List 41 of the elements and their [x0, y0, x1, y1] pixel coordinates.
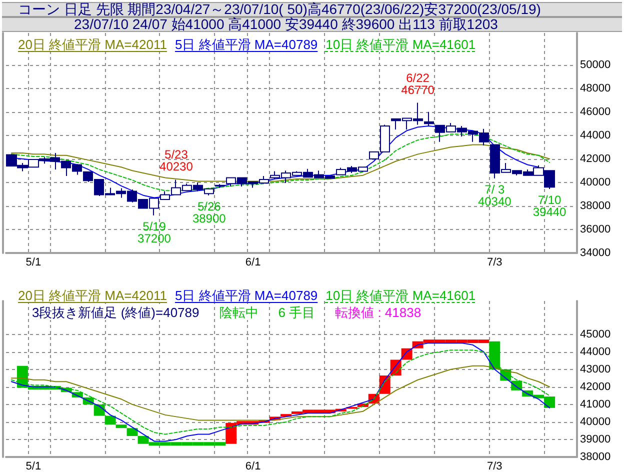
- annotation: 7/ 3 40340: [478, 182, 512, 208]
- annotation: 陰転中: [219, 305, 258, 320]
- y-tick-label: 40000: [580, 416, 611, 428]
- y-tick-label: 45000: [580, 328, 611, 340]
- y-tick-label: 42000: [580, 380, 611, 393]
- x-tick-label: 7/3: [486, 460, 502, 472]
- x-tick-label: 6/1: [245, 460, 261, 472]
- y-tick-label: 41000: [580, 398, 611, 410]
- x-tick-label: 6/1: [245, 256, 261, 268]
- y-tick-label: 38000: [580, 200, 611, 212]
- annotation: 転換値 : 41838: [335, 305, 422, 320]
- y-tick-label: 44000: [580, 346, 611, 358]
- y-tick-label: 34000: [580, 247, 611, 259]
- y-tick-label: 38000: [580, 451, 611, 463]
- y-tick-label: 48000: [580, 82, 611, 94]
- y-tick-label: 39000: [580, 433, 611, 446]
- x-tick-label: 5/1: [26, 256, 42, 268]
- annotation: 7/10 39440: [532, 193, 567, 219]
- x-tick-label: 5/1: [26, 460, 42, 472]
- annotation: 5/26 38900: [192, 199, 226, 226]
- annotation: 5/23 40230: [160, 148, 194, 174]
- text: 20日 終値平滑 MA=42011: [18, 288, 167, 303]
- y-tick-label: 43000: [580, 363, 611, 376]
- annotation: 6/22 46770: [401, 70, 435, 97]
- chart-subtitle: 23/07/10 24/07 始41000 高41000 安39440 終39600 出113 前取1203: [74, 16, 498, 32]
- text: 10日 終値平滑 MA=41601: [326, 288, 476, 303]
- text: 20日 終値平滑 MA=42011: [18, 37, 167, 52]
- x-tick-label: 7/3: [486, 256, 502, 268]
- y-tick-label: 42000: [580, 152, 611, 165]
- annotation: 6 手目: [278, 305, 316, 320]
- annotation: 3段抜き新値足 (終値)=40789: [32, 305, 200, 320]
- chart-title: コーン 日足 先限 期間23/04/27～23/07/10( 50)高46770(23/06/22)安37200(23/05/19): [18, 1, 541, 17]
- annotation: 5/19 37200: [138, 219, 172, 246]
- text: 10日 終値平滑 MA=41601: [326, 37, 476, 52]
- text: 5日 終値平滑 MA=40789: [174, 37, 318, 52]
- y-tick-label: 46000: [580, 106, 611, 118]
- y-tick-label: 36000: [580, 223, 611, 236]
- y-tick-label: 44000: [580, 129, 611, 142]
- y-tick-label: 50000: [580, 58, 611, 71]
- y-tick-label: 40000: [580, 176, 611, 188]
- text: 5日 終値平滑 MA=40789: [174, 288, 318, 303]
